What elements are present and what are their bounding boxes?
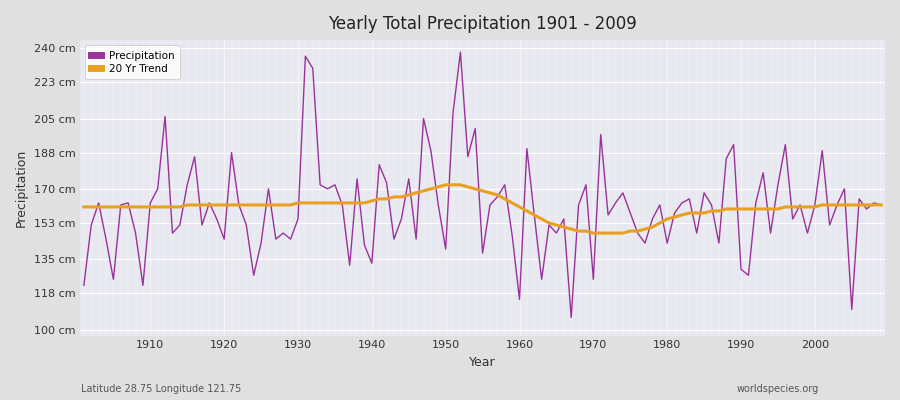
20 Yr Trend bbox=[617, 231, 628, 236]
Text: Latitude 28.75 Longitude 121.75: Latitude 28.75 Longitude 121.75 bbox=[81, 384, 241, 394]
Line: Precipitation: Precipitation bbox=[84, 52, 881, 318]
20 Yr Trend bbox=[440, 182, 451, 187]
20 Yr Trend bbox=[876, 202, 886, 207]
20 Yr Trend bbox=[345, 200, 356, 205]
20 Yr Trend bbox=[138, 204, 148, 209]
20 Yr Trend bbox=[514, 204, 525, 209]
20 Yr Trend bbox=[588, 231, 598, 236]
Precipitation bbox=[345, 263, 356, 268]
Precipitation bbox=[617, 190, 628, 195]
Precipitation bbox=[521, 146, 532, 151]
Legend: Precipitation, 20 Yr Trend: Precipitation, 20 Yr Trend bbox=[86, 45, 180, 79]
Precipitation bbox=[78, 283, 89, 288]
Text: worldspecies.org: worldspecies.org bbox=[737, 384, 819, 394]
Line: 20 Yr Trend: 20 Yr Trend bbox=[84, 185, 881, 233]
20 Yr Trend bbox=[78, 204, 89, 209]
Precipitation bbox=[138, 283, 148, 288]
Y-axis label: Precipitation: Precipitation bbox=[15, 149, 28, 227]
Precipitation bbox=[876, 202, 886, 207]
Title: Yearly Total Precipitation 1901 - 2009: Yearly Total Precipitation 1901 - 2009 bbox=[328, 15, 637, 33]
20 Yr Trend bbox=[300, 200, 310, 205]
Precipitation bbox=[300, 54, 310, 58]
Precipitation bbox=[566, 315, 577, 320]
20 Yr Trend bbox=[521, 208, 532, 213]
Precipitation bbox=[514, 297, 525, 302]
X-axis label: Year: Year bbox=[469, 356, 496, 369]
Precipitation bbox=[455, 50, 466, 54]
